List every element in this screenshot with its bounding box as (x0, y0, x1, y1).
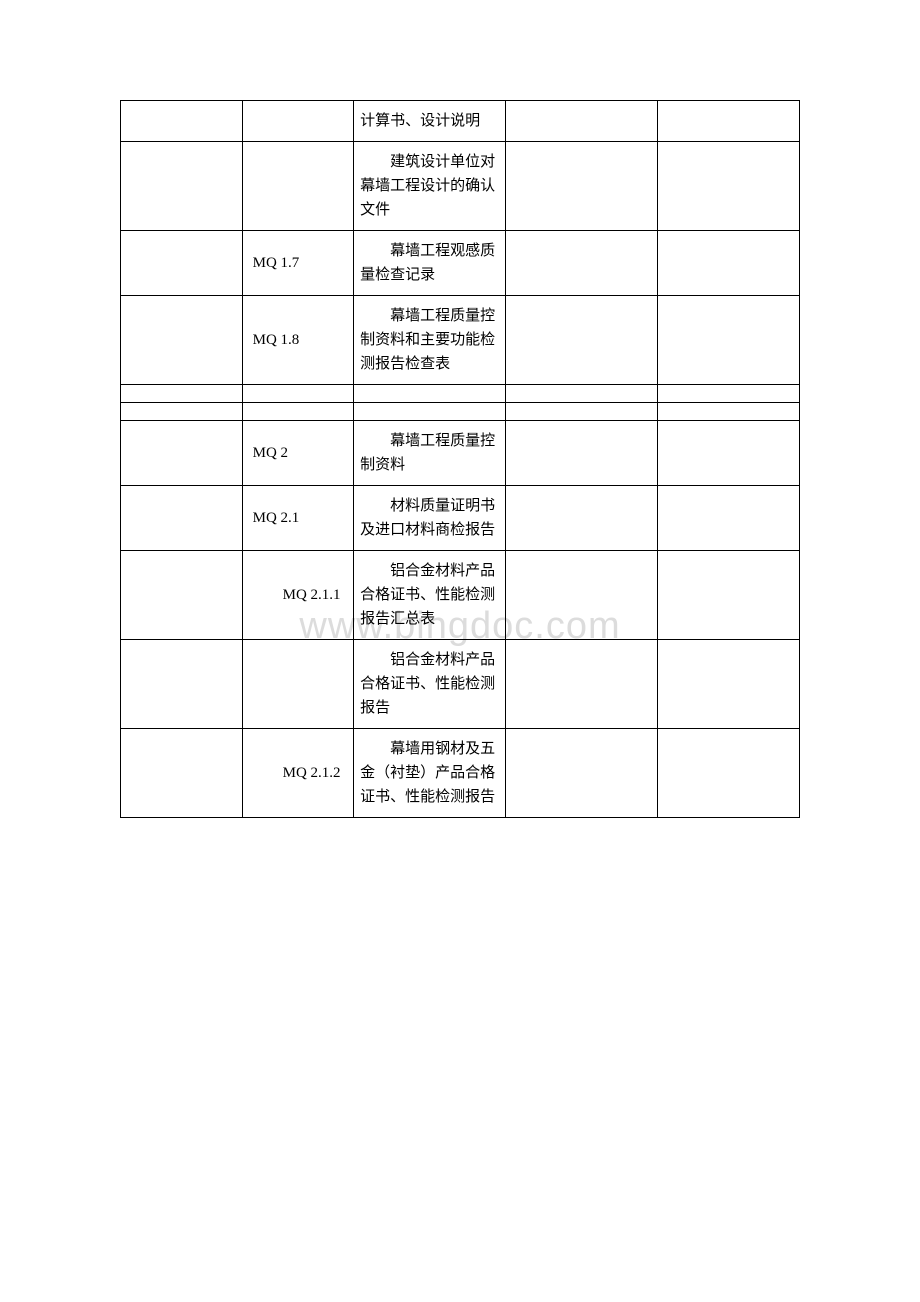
cell-col4 (506, 385, 658, 403)
cell-col5 (658, 101, 800, 142)
cell-desc: 幕墙工程质量控制资料和主要功能检测报告检查表 (354, 296, 506, 385)
cell-col1 (121, 101, 243, 142)
cell-col4 (506, 403, 658, 421)
cell-col1 (121, 640, 243, 729)
table-row: 计算书、设计说明 (121, 101, 800, 142)
cell-col4 (506, 101, 658, 142)
cell-col1 (121, 142, 243, 231)
table-row: MQ 1.7 幕墙工程观感质量检查记录 (121, 231, 800, 296)
cell-col5 (658, 421, 800, 486)
cell-col4 (506, 421, 658, 486)
cell-code (242, 142, 353, 231)
cell-desc: 幕墙工程观感质量检查记录 (354, 231, 506, 296)
cell-code: MQ 2 (242, 421, 353, 486)
table-row: MQ 2.1 材料质量证明书及进口材料商检报告 (121, 486, 800, 551)
cell-desc: 铝合金材料产品合格证书、性能检测报告 (354, 640, 506, 729)
table-row: MQ 1.8 幕墙工程质量控制资料和主要功能检测报告检查表 (121, 296, 800, 385)
cell-code: MQ 2.1.1 (242, 551, 353, 640)
cell-col4 (506, 729, 658, 818)
cell-col1 (121, 551, 243, 640)
cell-desc: 幕墙用钢材及五金（衬垫）产品合格证书、性能检测报告 (354, 729, 506, 818)
document-table: 计算书、设计说明 建筑设计单位对幕墙工程设计的确认文件 MQ 1.7 幕墙工程观… (120, 100, 800, 818)
table-body: 计算书、设计说明 建筑设计单位对幕墙工程设计的确认文件 MQ 1.7 幕墙工程观… (121, 101, 800, 818)
cell-col5 (658, 142, 800, 231)
cell-col4 (506, 296, 658, 385)
cell-col1 (121, 385, 243, 403)
cell-col5 (658, 551, 800, 640)
cell-col1 (121, 231, 243, 296)
cell-desc: 幕墙工程质量控制资料 (354, 421, 506, 486)
table-row: MQ 2.1.1 铝合金材料产品合格证书、性能检测报告汇总表 (121, 551, 800, 640)
cell-col5 (658, 385, 800, 403)
cell-col5 (658, 403, 800, 421)
cell-code (242, 385, 353, 403)
cell-col5 (658, 486, 800, 551)
cell-code (242, 640, 353, 729)
table-spacer-row (121, 403, 800, 421)
cell-col1 (121, 403, 243, 421)
cell-col4 (506, 142, 658, 231)
cell-desc: 材料质量证明书及进口材料商检报告 (354, 486, 506, 551)
cell-col1 (121, 296, 243, 385)
table-container: 计算书、设计说明 建筑设计单位对幕墙工程设计的确认文件 MQ 1.7 幕墙工程观… (120, 100, 800, 818)
table-row: 铝合金材料产品合格证书、性能检测报告 (121, 640, 800, 729)
cell-code: MQ 1.7 (242, 231, 353, 296)
cell-code: MQ 2.1.2 (242, 729, 353, 818)
cell-col1 (121, 729, 243, 818)
cell-col5 (658, 729, 800, 818)
cell-code (242, 101, 353, 142)
cell-desc: 建筑设计单位对幕墙工程设计的确认文件 (354, 142, 506, 231)
table-row: 建筑设计单位对幕墙工程设计的确认文件 (121, 142, 800, 231)
cell-desc (354, 385, 506, 403)
cell-col4 (506, 640, 658, 729)
cell-desc (354, 403, 506, 421)
cell-col1 (121, 486, 243, 551)
cell-col5 (658, 640, 800, 729)
table-row: MQ 2 幕墙工程质量控制资料 (121, 421, 800, 486)
cell-col5 (658, 231, 800, 296)
cell-col4 (506, 486, 658, 551)
cell-desc: 计算书、设计说明 (354, 101, 506, 142)
table-row: MQ 2.1.2 幕墙用钢材及五金（衬垫）产品合格证书、性能检测报告 (121, 729, 800, 818)
cell-col1 (121, 421, 243, 486)
cell-code: MQ 1.8 (242, 296, 353, 385)
table-spacer-row (121, 385, 800, 403)
cell-col5 (658, 296, 800, 385)
cell-col4 (506, 551, 658, 640)
cell-col4 (506, 231, 658, 296)
cell-code: MQ 2.1 (242, 486, 353, 551)
cell-code (242, 403, 353, 421)
cell-desc: 铝合金材料产品合格证书、性能检测报告汇总表 (354, 551, 506, 640)
